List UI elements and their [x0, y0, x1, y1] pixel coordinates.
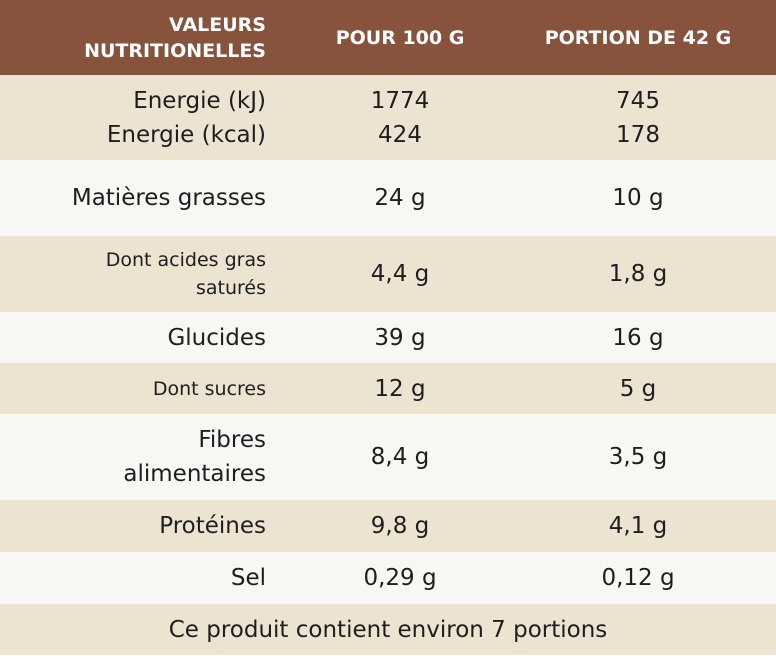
row-group: Glucides 39 g 16 g — [0, 312, 776, 363]
header-cell: PORTION DE 42 G — [544, 26, 732, 49]
label-cell: Energie (kJ) — [133, 87, 266, 114]
value-cell: 0,29 g — [363, 565, 437, 591]
value-cell: 1774 — [370, 87, 430, 114]
table-row: Dont acides gras saturés 4,4 g 1,8 g — [0, 246, 776, 302]
value-cell: 5 g — [619, 375, 657, 402]
row-group: Sel 0,29 g 0,12 g — [0, 552, 776, 604]
row-group: Protéines 9,8 g 4,1 g — [0, 500, 776, 552]
table-row: Fibres alimentaires 8,4 g 3,5 g — [0, 423, 776, 491]
label-cell: Glucides — [167, 324, 266, 351]
header-cell: VALEURS NUTRITIONELLES — [84, 13, 266, 62]
label-cell: Protéines — [159, 513, 266, 539]
value-cell: 745 — [616, 87, 660, 114]
table-body: Energie (kJ) 1774 745 Energie (kcal) 424 178 M… — [0, 75, 776, 604]
label-cell: Sel — [230, 565, 266, 591]
row-group: Matières grasses 24 g 10 g — [0, 160, 776, 236]
table-row: Sel 0,29 g 0,12 g — [0, 561, 776, 595]
table-row: Dont sucres 12 g 5 g — [0, 372, 776, 406]
row-group: Dont acides gras saturés 4,4 g 1,8 g — [0, 236, 776, 312]
label-cell: Fibres alimentaires — [123, 427, 266, 487]
value-cell: 4,1 g — [608, 513, 668, 539]
table-row: Energie (kcal) 424 178 — [0, 118, 776, 152]
table-row: Matières grasses 24 g 10 g — [0, 181, 776, 215]
value-cell: 178 — [616, 121, 660, 148]
label-cell: Dont acides gras saturés — [105, 249, 266, 299]
value-cell: 24 g — [374, 185, 426, 211]
row-group: Energie (kJ) 1774 745 Energie (kcal) 424 178 — [0, 75, 776, 160]
value-cell: 0,12 g — [601, 565, 675, 591]
footer: Ce produit contient environ 7 portions — [0, 604, 776, 655]
value-cell: 1,8 g — [608, 261, 668, 287]
value-cell: 424 — [378, 121, 422, 148]
row-group: Fibres alimentaires 8,4 g 3,5 g — [0, 414, 776, 500]
value-cell: 39 g — [374, 324, 426, 351]
row-group: Dont sucres 12 g 5 g — [0, 363, 776, 414]
value-cell: 3,5 g — [608, 444, 668, 470]
value-cell: 10 g — [612, 185, 664, 211]
table-row: Energie (kJ) 1774 745 — [0, 84, 776, 118]
table-row: Protéines 9,8 g 4,1 g — [0, 509, 776, 543]
value-cell: 16 g — [612, 324, 664, 351]
value-cell: 4,4 g — [370, 261, 430, 287]
value-cell: 12 g — [374, 375, 426, 402]
label-cell: Dont sucres — [152, 377, 266, 400]
label-cell: Energie (kcal) — [106, 121, 266, 148]
value-cell: 9,8 g — [370, 513, 430, 539]
label-cell: Matières grasses — [71, 185, 266, 211]
header-row: VALEURS NUTRITIONELLES POUR 100 G PORTIO… — [0, 0, 776, 75]
value-cell: 8,4 g — [370, 444, 430, 470]
table-row: Glucides 39 g 16 g — [0, 321, 776, 355]
header-cell: POUR 100 G — [335, 26, 465, 49]
